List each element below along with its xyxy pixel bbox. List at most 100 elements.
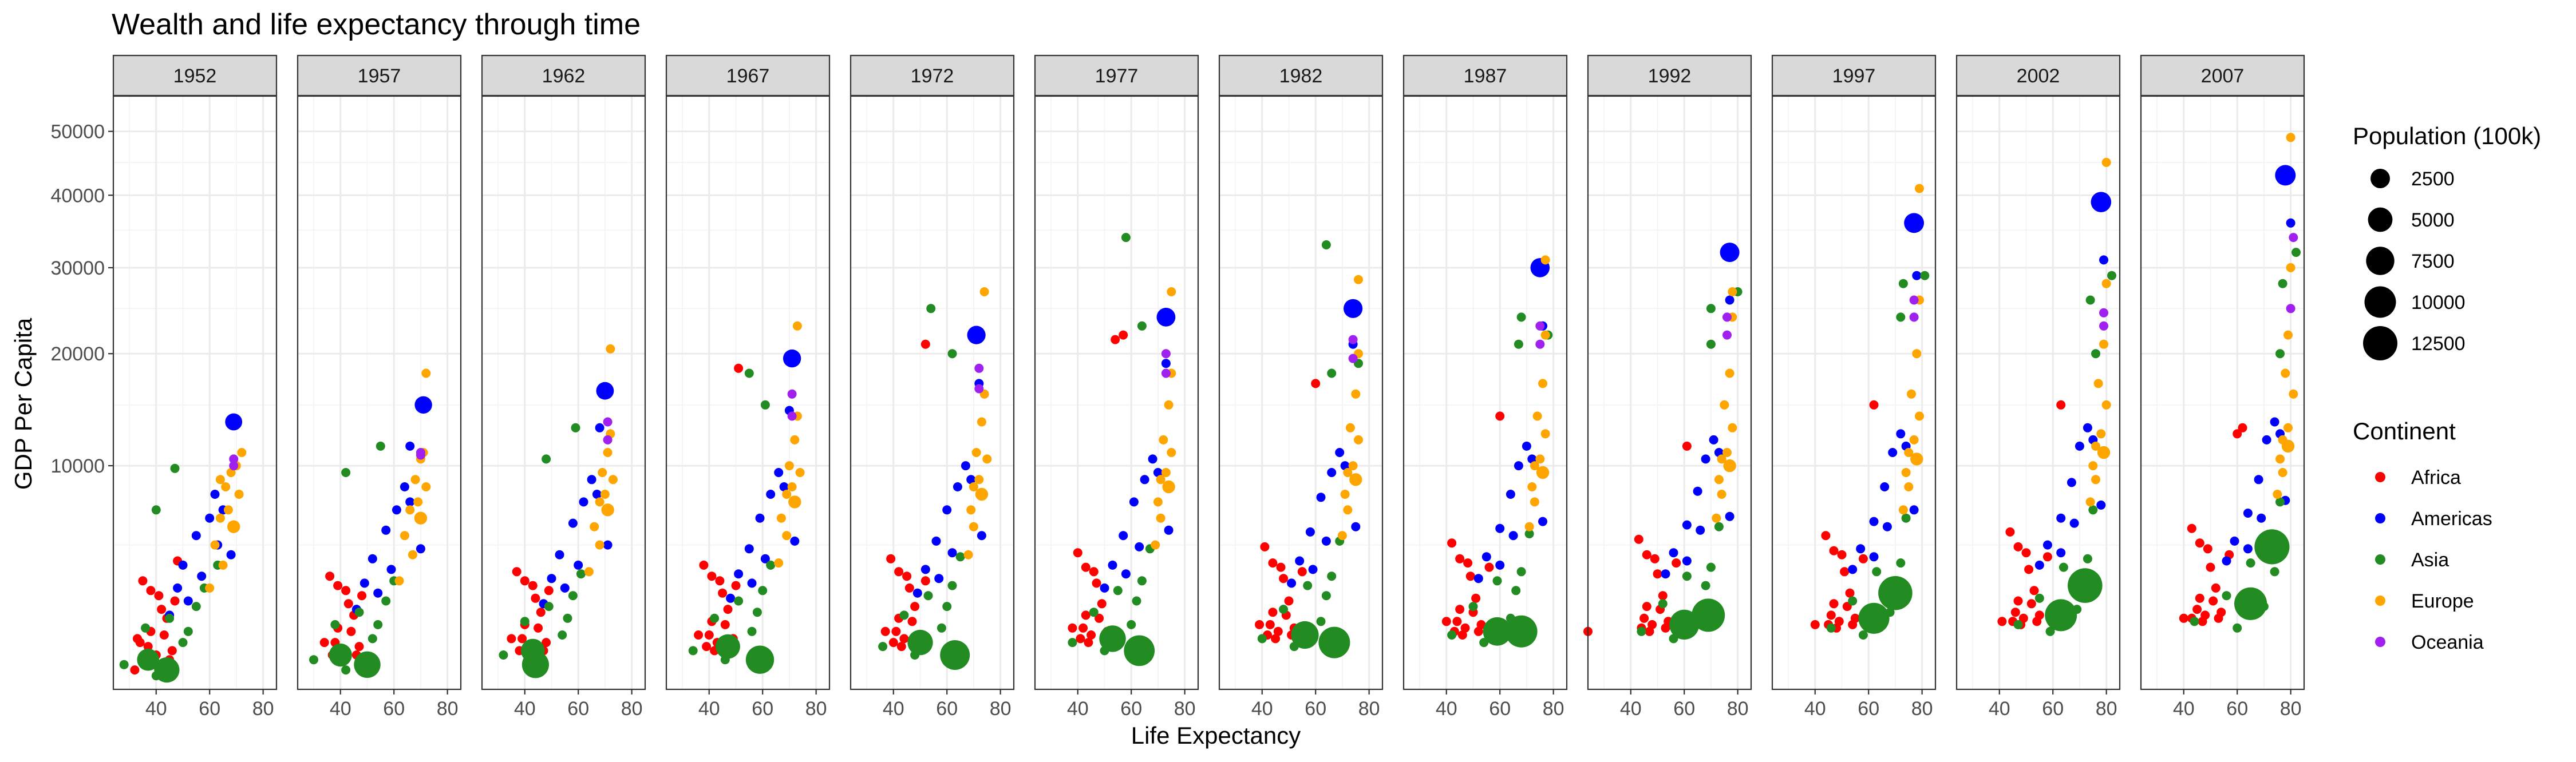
point-asia (354, 651, 381, 678)
facet-label: 1972 (911, 65, 954, 87)
point-africa (896, 642, 906, 652)
x-tick-label: 40 (1251, 698, 1273, 720)
point-europe (1524, 522, 1534, 531)
facet-strip (1955, 54, 2121, 97)
point-asia (558, 630, 567, 640)
point-asia (1068, 638, 1077, 648)
point-americas (400, 482, 409, 491)
point-americas (1495, 523, 1505, 533)
point-europe (974, 475, 984, 485)
point-africa (1111, 335, 1120, 344)
point-americas (2257, 513, 2266, 523)
point-africa (154, 591, 164, 601)
point-americas (197, 572, 207, 581)
point-europe (400, 531, 409, 541)
point-europe (1343, 505, 1353, 515)
point-africa (1639, 613, 1649, 623)
point-asia (170, 463, 180, 473)
point-americas (2096, 500, 2106, 510)
point-americas (596, 382, 614, 400)
y-tick-label: 20000 (50, 343, 105, 365)
point-africa (1255, 620, 1265, 629)
x-tick-label: 40 (2173, 698, 2195, 720)
point-europe (1728, 287, 1737, 296)
point-europe (218, 560, 228, 570)
point-europe (1540, 255, 1550, 265)
point-europe (1536, 466, 1550, 479)
point-asia (1318, 626, 1350, 658)
point-asia (373, 620, 383, 629)
point-europe (1904, 482, 1914, 491)
point-africa (1826, 610, 1836, 620)
point-europe (1912, 349, 1922, 359)
x-tick-label: 40 (145, 698, 167, 720)
point-asia (1669, 634, 1678, 644)
point-africa (1276, 562, 1286, 572)
point-africa (507, 634, 516, 644)
x-tick-label: 60 (2042, 698, 2064, 720)
point-europe (2273, 490, 2282, 499)
facet-label: 1982 (1279, 65, 1323, 87)
point-europe (2286, 133, 2296, 142)
point-europe (969, 482, 978, 491)
point-americas (934, 574, 944, 584)
point-americas (942, 505, 952, 515)
point-americas (1696, 525, 1705, 535)
panel-border (1771, 95, 1937, 690)
point-asia (947, 581, 957, 590)
point-asia (747, 626, 757, 636)
point-europe (1898, 505, 1908, 515)
panel-border (1034, 95, 1199, 690)
x-tick-label: 60 (1673, 698, 1695, 720)
point-americas (2034, 560, 2044, 570)
point-americas (774, 468, 784, 477)
facet-label: 1997 (1832, 65, 1876, 87)
point-asia (1089, 608, 1099, 617)
point-europe (776, 513, 786, 523)
point-asia (1872, 567, 1882, 577)
point-oceania (1722, 330, 1732, 340)
point-americas (1140, 475, 1149, 485)
point-africa (1829, 546, 1839, 555)
point-europe (2091, 441, 2100, 451)
point-americas (1327, 468, 1337, 477)
point-americas (1522, 441, 1531, 451)
point-asia (1858, 602, 1890, 634)
point-europe (590, 522, 599, 531)
point-africa (704, 630, 714, 640)
point-americas (574, 560, 583, 570)
point-americas (912, 588, 922, 598)
facet-panels: 1952 40 60 80 1957 40 60 80 1962 40 60 80 1967 40 60 80… (50, 54, 2305, 720)
point-americas (947, 548, 957, 558)
color-legend-label: Europe (2411, 590, 2474, 612)
point-africa (1097, 599, 1107, 609)
x-tick-label: 80 (437, 698, 459, 720)
point-americas (1287, 578, 1297, 588)
point-americas (961, 461, 970, 471)
point-africa (167, 646, 177, 656)
point-europe (1712, 513, 1721, 523)
facet-label: 1992 (1648, 65, 1692, 87)
point-europe (394, 576, 404, 586)
color-legend-key (2375, 596, 2385, 606)
point-africa (2042, 552, 2052, 562)
facet-panel-1957: 1957 40 60 80 (297, 54, 462, 720)
point-americas (1682, 556, 1692, 566)
size-legend-label: 7500 (2411, 251, 2455, 272)
point-oceania (1535, 321, 1545, 331)
point-europe (982, 454, 992, 464)
point-europe (1535, 454, 1545, 464)
point-africa (2021, 548, 2031, 558)
panel-border (850, 95, 1015, 690)
point-oceania (1909, 295, 1919, 305)
point-europe (2286, 263, 2296, 272)
point-americas (734, 569, 744, 579)
point-americas (1508, 531, 1518, 541)
point-asia (544, 602, 554, 612)
point-africa (2187, 523, 2196, 533)
size-legend-label: 2500 (2411, 168, 2455, 190)
point-europe (595, 497, 605, 507)
point-europe (2088, 461, 2098, 471)
point-africa (888, 638, 898, 648)
point-asia (1901, 513, 1911, 523)
